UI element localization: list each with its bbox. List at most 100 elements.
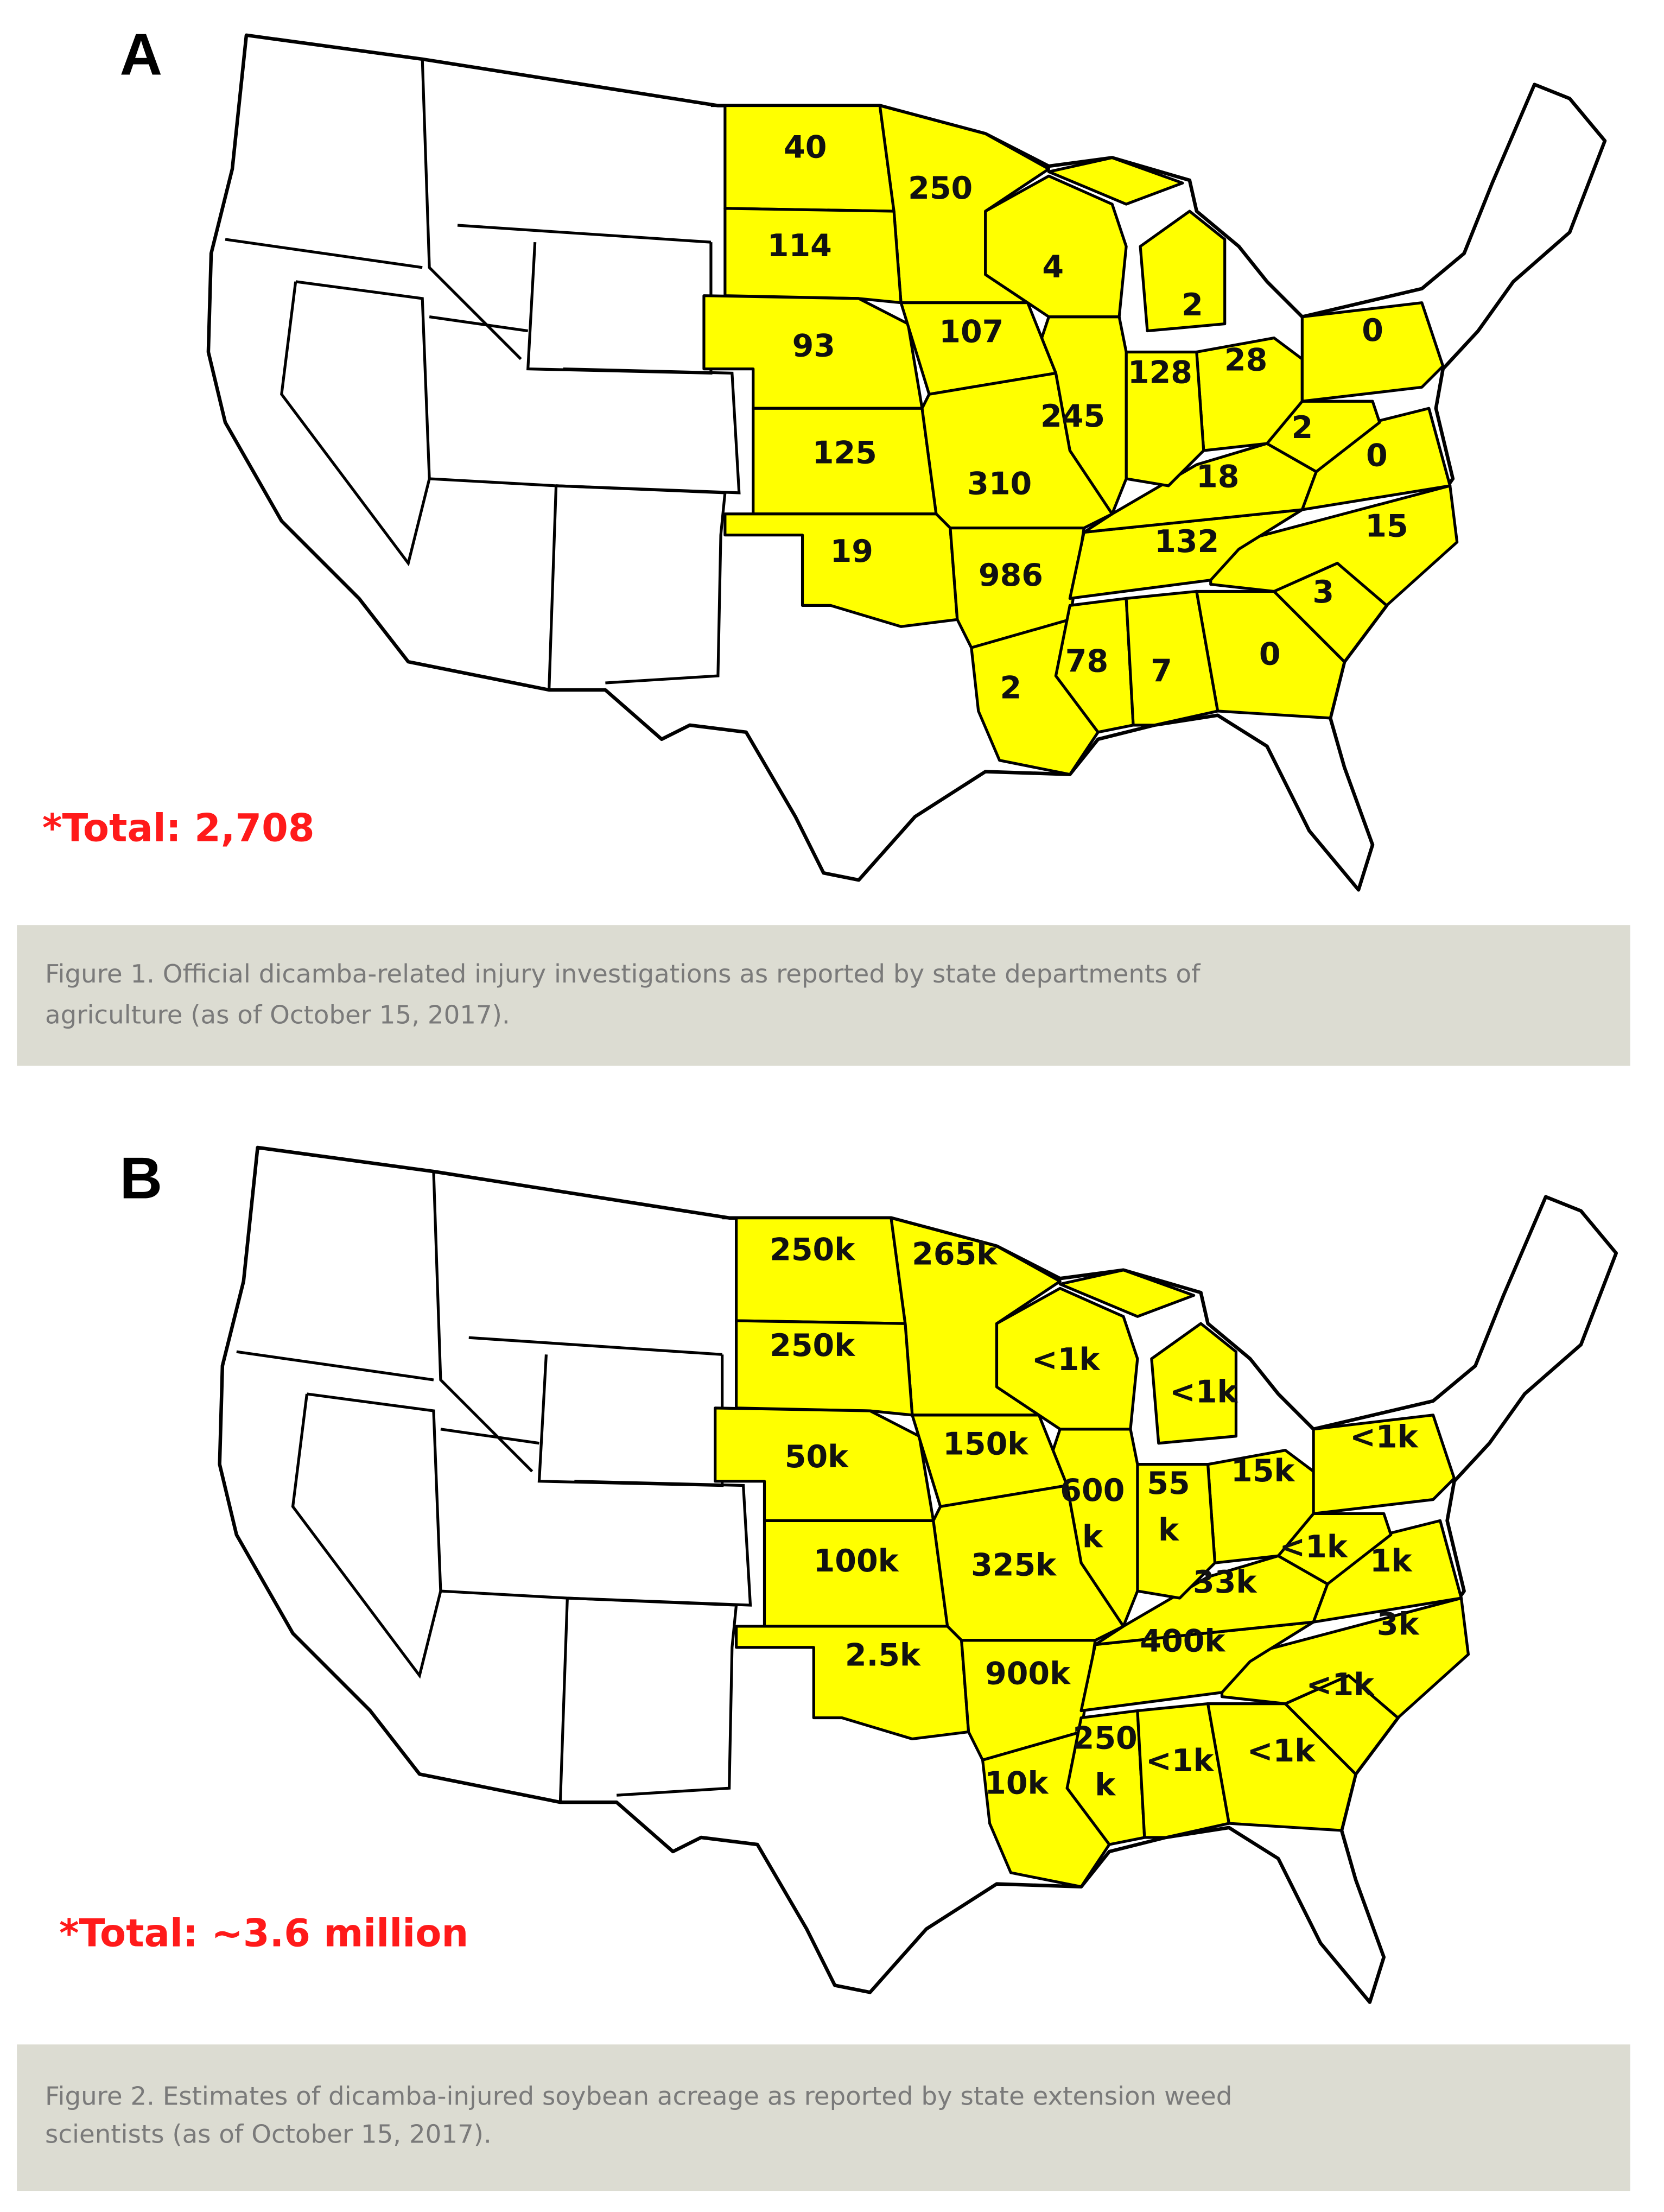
total: *Total: ~3.6 million xyxy=(59,1911,468,1956)
state-label: 78 xyxy=(1065,643,1108,679)
state-label: 265k xyxy=(912,1236,998,1272)
state-border xyxy=(307,1392,442,1592)
state-label: 128 xyxy=(1128,355,1192,391)
highlighted-state xyxy=(995,1286,1139,1431)
state-border xyxy=(429,315,529,333)
state-border xyxy=(457,224,712,244)
highlighted-state xyxy=(1300,407,1452,511)
state-border xyxy=(556,484,727,684)
state-label: 33k xyxy=(1193,1564,1257,1600)
state-border xyxy=(440,1428,539,1445)
highlighted-state xyxy=(1040,315,1128,516)
state-label: 2 xyxy=(1182,287,1203,323)
state-label: 2 xyxy=(1292,410,1313,446)
state-label: <1k xyxy=(1247,1733,1316,1769)
panel-letter: B xyxy=(119,1145,162,1212)
state-label: 0 xyxy=(1362,313,1383,348)
state-border xyxy=(567,1596,738,1797)
state-label: 400k xyxy=(1140,1624,1226,1659)
caption-box xyxy=(17,2044,1630,2191)
caption-box xyxy=(17,925,1630,1066)
us-map xyxy=(206,33,1607,892)
state-border xyxy=(432,1171,534,1473)
state-label: 55 xyxy=(1147,1466,1190,1501)
state-label: 2.5k xyxy=(845,1638,922,1674)
state-label: 125 xyxy=(812,435,877,471)
caption: Figure 2. Estimates of dicamba-injured s… xyxy=(45,2082,1232,2111)
highlighted-state xyxy=(735,1625,970,1741)
state-label: 600 xyxy=(1060,1473,1125,1509)
panel-letter: A xyxy=(119,22,162,88)
caption: Figure 1. Official dicamba-related injur… xyxy=(45,960,1201,989)
state-label: 107 xyxy=(939,314,1004,350)
state-label: k xyxy=(1095,1767,1116,1803)
caption: scientists (as of October 15, 2017). xyxy=(45,2120,492,2149)
highlighted-state xyxy=(1312,1414,1456,1516)
state-label: 150k xyxy=(943,1427,1029,1462)
state-label: 1k xyxy=(1370,1543,1413,1579)
state-label: 3k xyxy=(1377,1607,1420,1643)
highlighted-state xyxy=(1125,590,1220,727)
state-label: 250 xyxy=(1073,1721,1138,1757)
highlighted-state xyxy=(1300,301,1445,403)
state-label: 40 xyxy=(784,130,827,166)
state-label: <1k xyxy=(1170,1374,1239,1410)
highlighted-state xyxy=(984,174,1128,319)
highlighted-state xyxy=(1195,590,1346,720)
highlighted-state xyxy=(1054,597,1135,734)
state-label: k xyxy=(1158,1512,1180,1548)
highlighted-state xyxy=(1312,1519,1463,1624)
highlighted-state xyxy=(1220,1596,1470,1720)
state-label: 245 xyxy=(1040,398,1105,434)
state-border xyxy=(429,477,558,690)
state-label: 114 xyxy=(767,228,832,264)
state-label: 19 xyxy=(830,534,873,569)
state-border xyxy=(421,59,522,360)
state-label: 986 xyxy=(979,557,1043,593)
state-label: 250k xyxy=(770,1232,856,1268)
state-label: 15 xyxy=(1365,508,1408,544)
highlighted-state xyxy=(1139,210,1227,333)
state-label: 900k xyxy=(985,1656,1071,1691)
highlighted-state xyxy=(723,512,959,628)
caption: agriculture (as of October 15, 2017). xyxy=(45,1000,510,1030)
state-label: 4 xyxy=(1042,249,1064,285)
state-label: 93 xyxy=(792,328,835,364)
highlighted-state xyxy=(1206,1702,1357,1832)
state-label: 15k xyxy=(1231,1453,1295,1489)
state-label: <1k xyxy=(1146,1743,1215,1779)
state-label: 0 xyxy=(1366,438,1388,474)
state-label: <1k xyxy=(1279,1529,1348,1565)
state-label: k xyxy=(1082,1519,1104,1555)
highlighted-state xyxy=(1150,1322,1238,1445)
state-label: 132 xyxy=(1154,524,1219,560)
highlighted-state xyxy=(1051,1428,1139,1628)
state-border xyxy=(295,280,431,479)
highlighted-state xyxy=(1209,484,1459,607)
us-map xyxy=(218,1145,1618,2004)
state-border xyxy=(468,1336,722,1356)
state-border xyxy=(236,1350,434,1381)
state-label: 2 xyxy=(1000,670,1022,706)
state-border xyxy=(225,238,423,269)
state-border xyxy=(291,1393,442,1679)
state-label: 325k xyxy=(971,1548,1057,1583)
highlighted-state xyxy=(1058,1269,1196,1318)
state-label: 0 xyxy=(1259,636,1281,672)
state-label: <1k xyxy=(1350,1419,1419,1455)
state-label: 250k xyxy=(770,1328,856,1364)
state-label: 310 xyxy=(967,466,1032,502)
highlighted-state xyxy=(723,207,903,305)
highlighted-state xyxy=(735,1319,914,1417)
highlighted-state xyxy=(1136,1702,1231,1839)
state-label: 3 xyxy=(1312,574,1334,610)
highlighted-state xyxy=(1047,156,1184,206)
state-label: <1k xyxy=(1306,1667,1375,1703)
state-label: 28 xyxy=(1224,342,1267,378)
state-border xyxy=(280,281,431,567)
total: *Total: 2,708 xyxy=(42,806,315,850)
state-label: 18 xyxy=(1196,459,1239,495)
state-label: <1k xyxy=(1032,1342,1101,1378)
